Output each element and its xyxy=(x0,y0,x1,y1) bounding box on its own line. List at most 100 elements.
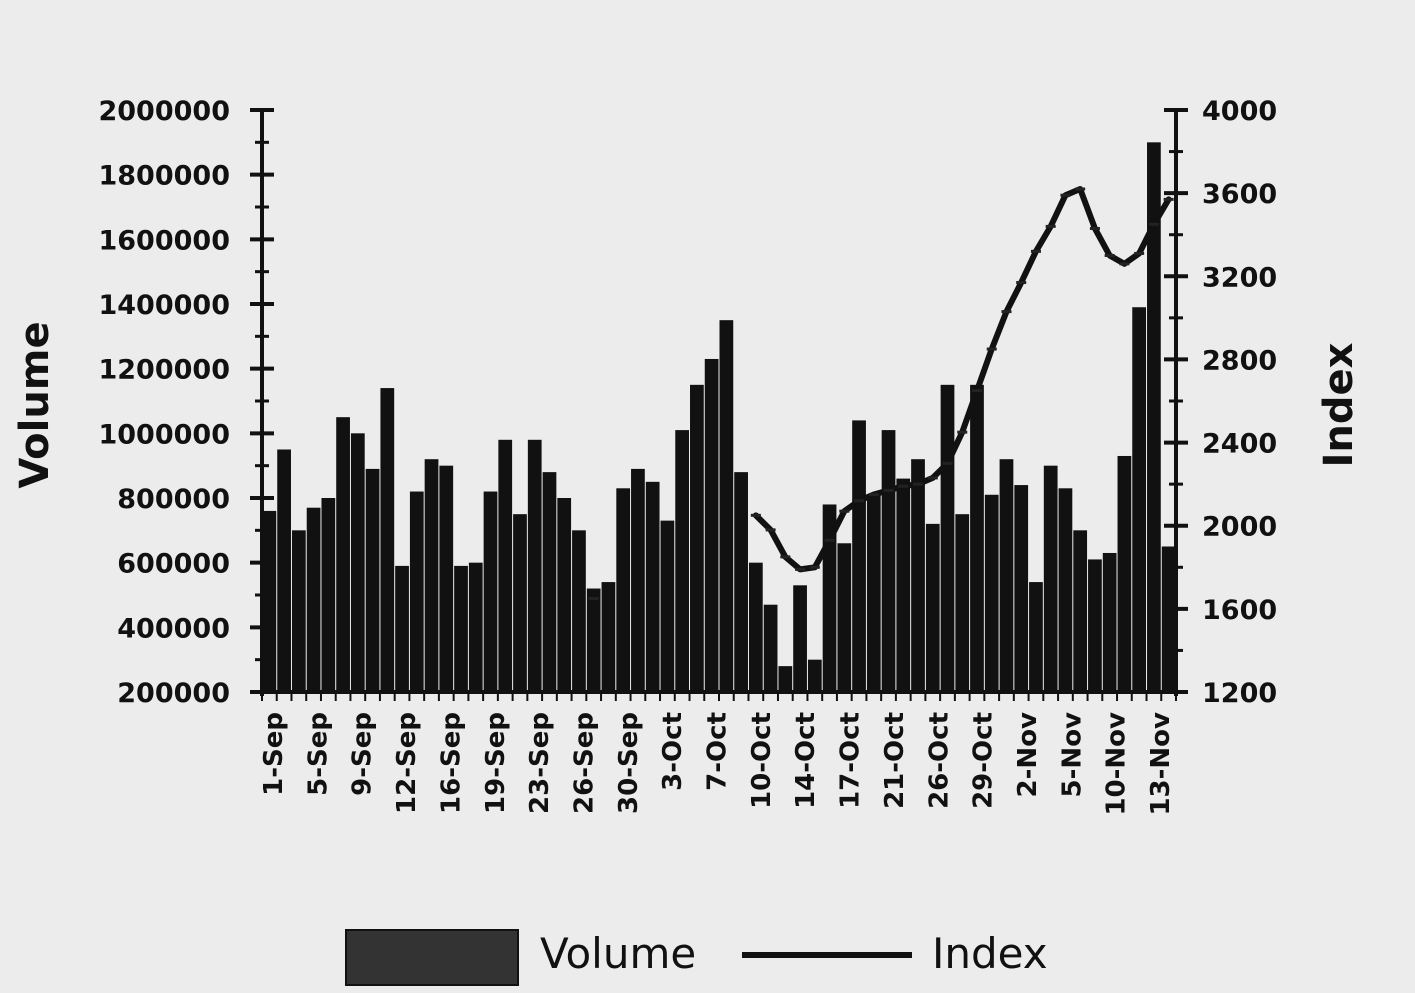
volume-bar xyxy=(734,472,748,692)
volume-bar xyxy=(984,494,999,692)
legend-volume-swatch xyxy=(345,929,519,986)
volume-bar xyxy=(1088,559,1102,692)
x-category-label: 9-Sep xyxy=(348,712,378,796)
index-line-layer xyxy=(588,185,1174,600)
y2-tick-label: 3200 xyxy=(1202,262,1277,293)
volume-bar xyxy=(866,494,881,692)
volume-bar xyxy=(1073,530,1088,692)
volume-bar xyxy=(955,514,970,692)
y-tick-label: 1600000 xyxy=(98,225,230,256)
volume-bar xyxy=(365,468,380,692)
volume-bar xyxy=(395,565,409,692)
volume-bar xyxy=(262,510,277,692)
x-category-label: 7-Oct xyxy=(703,712,733,791)
x-category-label: 10-Oct xyxy=(747,712,777,809)
x-category-label: 2-Nov xyxy=(1013,712,1043,798)
volume-bar xyxy=(291,530,306,692)
volume-bar xyxy=(572,530,586,692)
volume-bar xyxy=(542,472,557,692)
x-category-label: 17-Oct xyxy=(836,712,866,809)
legend-volume-label: Volume xyxy=(540,929,696,978)
volume-bars xyxy=(262,142,1176,692)
x-category-label: 26-Oct xyxy=(924,712,954,809)
volume-bar xyxy=(970,384,984,692)
x-category-label: 3-Oct xyxy=(658,712,688,791)
volume-bar xyxy=(454,565,468,692)
x-category-label: 5-Nov xyxy=(1057,712,1087,798)
y-tick-label: 2000000 xyxy=(98,96,230,127)
y-tick-label: 1200000 xyxy=(98,355,230,386)
y2-tick-label: 2000 xyxy=(1202,512,1277,543)
volume-bar xyxy=(1147,142,1161,692)
volume-bar xyxy=(675,430,690,692)
volume-bar xyxy=(1102,552,1117,692)
y-tick-label: 1800000 xyxy=(98,161,230,192)
x-category-label: 29-Oct xyxy=(969,712,999,809)
volume-bar xyxy=(837,543,852,692)
y-tick-label: 600000 xyxy=(117,549,230,580)
volume-bar xyxy=(557,498,572,692)
volume-bar xyxy=(1132,307,1147,692)
volume-bar xyxy=(483,491,498,692)
y2-tick-label: 1200 xyxy=(1202,678,1277,709)
volume-bar xyxy=(409,491,424,692)
volume-bar xyxy=(690,384,704,692)
volume-bar xyxy=(601,582,616,692)
y2-tick-label: 4000 xyxy=(1202,96,1277,127)
volume-bar xyxy=(586,588,601,692)
index-line xyxy=(752,185,1172,573)
volume-bar xyxy=(807,659,822,692)
volume-bar xyxy=(704,358,719,692)
volume-bar xyxy=(852,420,866,692)
volume-bar xyxy=(1161,546,1176,692)
volume-bar xyxy=(645,481,660,692)
volume-bar xyxy=(336,417,350,692)
volume-bar xyxy=(763,604,778,692)
x-category-label: 12-Sep xyxy=(392,712,422,814)
volume-bar xyxy=(719,320,734,692)
y2-axis-title: Index xyxy=(1316,342,1362,467)
volume-bar xyxy=(527,439,542,692)
x-category-label: 23-Sep xyxy=(525,712,555,814)
volume-bar xyxy=(350,433,365,692)
volume-bar xyxy=(424,459,439,692)
x-category-label: 10-Nov xyxy=(1102,712,1132,816)
y-tick-label: 1000000 xyxy=(98,419,230,450)
y2-tick-label: 3600 xyxy=(1202,179,1277,210)
volume-bar xyxy=(439,465,454,692)
volume-bar xyxy=(1117,455,1132,692)
y-tick-label: 800000 xyxy=(117,484,230,515)
y2-tick-label: 2400 xyxy=(1202,429,1277,460)
volume-bar xyxy=(1043,465,1058,692)
volume-bar xyxy=(1058,488,1073,692)
tick-labels: 2000000 1800000 1600000 1400000 1200000 10000… xyxy=(98,96,1277,816)
x-category-label: 21-Oct xyxy=(880,712,910,809)
y2-tick-label: 2800 xyxy=(1202,345,1277,376)
volume-bar xyxy=(881,430,896,692)
legend: Volume Index xyxy=(345,929,1048,986)
x-category-label: 14-Oct xyxy=(791,712,821,809)
volume-bar xyxy=(660,520,675,692)
x-category-label: 30-Sep xyxy=(614,712,644,814)
volume-bar xyxy=(793,585,807,692)
volume-bar xyxy=(498,439,513,692)
volume-bar xyxy=(925,523,940,692)
x-category-label: 16-Sep xyxy=(436,712,466,814)
volume-bar xyxy=(616,488,631,692)
axes xyxy=(250,108,1188,701)
y-axis-title: Volume xyxy=(12,321,58,488)
y2-tick-label: 1600 xyxy=(1202,595,1277,626)
x-category-label: 19-Sep xyxy=(481,712,511,814)
volume-bar xyxy=(277,449,291,692)
volume-bar xyxy=(1014,485,1029,692)
x-category-label: 1-Sep xyxy=(259,712,289,796)
volume-bar xyxy=(1029,582,1043,692)
volume-bar xyxy=(748,562,763,692)
volume-bar xyxy=(940,384,955,692)
volume-bar xyxy=(321,498,336,692)
legend-index-label: Index xyxy=(932,929,1048,978)
volume-bar xyxy=(999,459,1014,692)
y-tick-label: 200000 xyxy=(117,678,230,709)
